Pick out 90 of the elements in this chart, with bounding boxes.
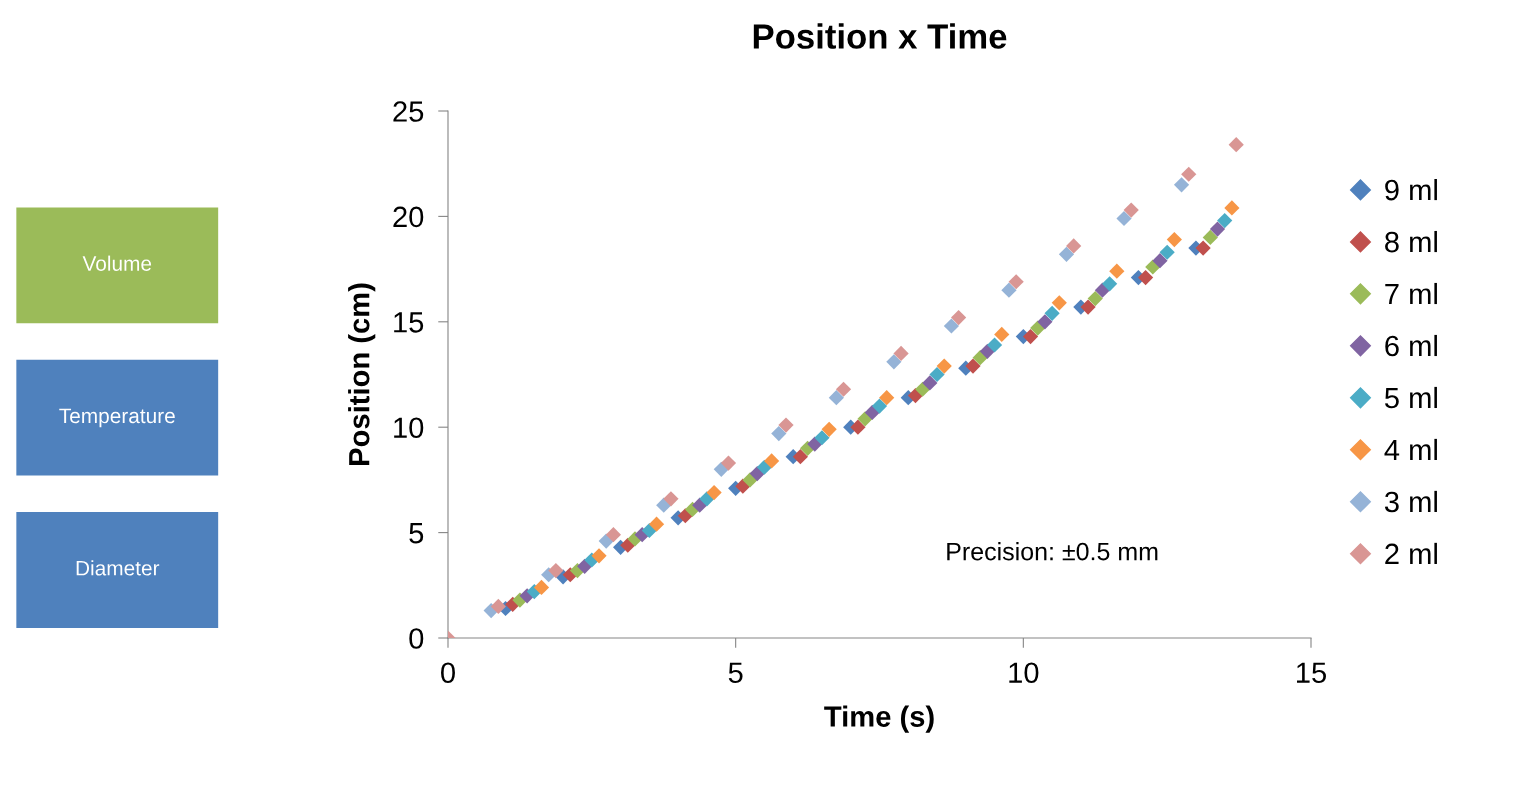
x-tick-label: 0 <box>441 662 455 684</box>
legend-label: 2 ml <box>1385 542 1437 564</box>
point <box>1058 246 1075 262</box>
legend-label: 9 ml <box>1385 178 1437 201</box>
point <box>1123 202 1139 218</box>
point <box>1202 229 1218 246</box>
point <box>533 579 550 596</box>
point <box>1080 299 1096 315</box>
point <box>577 558 593 574</box>
x-axis-title: Time (s) <box>824 705 934 733</box>
point <box>1195 240 1211 256</box>
y-axis-title: Position (cm) <box>348 283 376 465</box>
point <box>871 398 888 414</box>
x-tick-label: 15 <box>1297 662 1326 684</box>
point <box>764 453 780 469</box>
point <box>663 491 679 507</box>
point <box>972 350 988 366</box>
y-tick-label: 25 <box>393 101 424 122</box>
point <box>1228 137 1244 153</box>
point <box>490 598 506 614</box>
point <box>986 337 1003 353</box>
text: Diameter <box>76 560 160 576</box>
y-tick-label: 0 <box>409 628 424 649</box>
point <box>893 345 909 362</box>
point <box>706 484 722 501</box>
point <box>648 516 665 532</box>
point <box>922 375 938 391</box>
point <box>1209 221 1226 237</box>
point <box>1087 291 1103 307</box>
point <box>1181 166 1197 182</box>
point <box>886 354 902 370</box>
point <box>1217 213 1233 229</box>
point <box>1094 282 1111 298</box>
point <box>620 537 636 553</box>
annotation: Precision: ±0.5 mm <box>947 542 1158 561</box>
point <box>821 421 837 437</box>
point <box>778 417 794 433</box>
point <box>1166 231 1182 248</box>
legend-label: 6 ml <box>1385 334 1437 357</box>
point <box>792 449 808 465</box>
point <box>1173 177 1190 193</box>
point <box>591 548 607 564</box>
point <box>1109 263 1125 279</box>
point <box>951 309 967 326</box>
point <box>1159 244 1175 260</box>
y-tick-label: 10 <box>394 417 424 439</box>
point <box>1152 253 1168 269</box>
point <box>1008 274 1024 290</box>
point <box>814 430 830 446</box>
point <box>605 527 622 543</box>
point <box>929 366 945 383</box>
point <box>1102 276 1118 292</box>
point <box>943 318 960 334</box>
legend-label: 4 ml <box>1384 438 1437 461</box>
point <box>1044 305 1060 321</box>
point <box>1001 282 1017 298</box>
text: Volume <box>82 255 152 271</box>
legend-label: 7 ml <box>1385 282 1437 305</box>
y-tick-label: 20 <box>393 206 424 228</box>
point <box>1137 269 1154 286</box>
text: Temperature <box>59 408 175 428</box>
point <box>771 425 787 442</box>
point <box>548 562 564 579</box>
point <box>720 455 737 471</box>
x-tick-label: 5 <box>728 662 743 684</box>
point <box>835 381 852 397</box>
point <box>1037 314 1053 330</box>
point <box>677 508 693 524</box>
point <box>850 419 866 435</box>
point <box>994 326 1010 343</box>
point <box>1066 238 1082 254</box>
y-tick-label: 5 <box>409 523 424 544</box>
point <box>965 358 981 374</box>
chart-title: Position x Time <box>753 23 1007 49</box>
point <box>742 472 758 488</box>
point <box>1224 200 1240 216</box>
point <box>936 358 952 374</box>
point <box>828 390 844 406</box>
legend-label: 5 ml <box>1384 386 1437 409</box>
point <box>1116 210 1132 227</box>
point <box>692 497 708 513</box>
legend-label: 3 ml <box>1384 490 1437 513</box>
point <box>879 390 895 406</box>
point <box>1022 328 1039 345</box>
legend-label: 8 ml <box>1385 230 1437 253</box>
point <box>756 459 773 475</box>
point <box>1051 295 1067 311</box>
x-tick-label: 10 <box>1009 662 1039 684</box>
y-tick-label: 15 <box>394 312 424 333</box>
point <box>915 381 931 397</box>
